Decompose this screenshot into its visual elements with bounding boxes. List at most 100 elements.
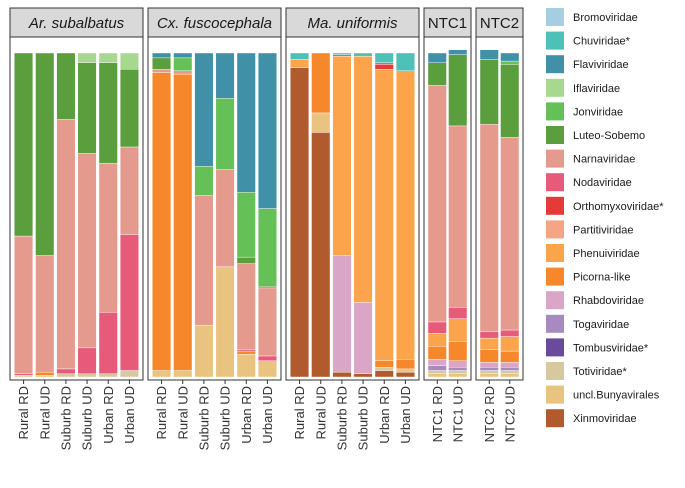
x-tick-label: NTC2 RD: [482, 386, 497, 442]
bar-rural-rd: [152, 52, 172, 378]
legend-label: Iflaviridae: [573, 83, 620, 95]
x-tick-label: Rural RD: [292, 386, 307, 439]
legend-swatch: [546, 55, 564, 74]
bar-segment-picorna-like: [152, 72, 172, 371]
bar-urban-ud: [395, 52, 415, 378]
legend-label: Tombusviridae*: [573, 342, 649, 354]
bar-segment-totiviridae: [77, 373, 97, 378]
bar-segment-iflaviridae: [119, 52, 139, 70]
bar-segment-luteo-sobemo: [35, 52, 55, 256]
panel-ar-subalbatus: Ar. subalbatus Rural RD Rural UD Suburb RD S…: [9, 7, 144, 450]
bar-segment-nodaviridae: [14, 373, 34, 376]
legend-label: Picorna-like: [573, 272, 630, 284]
bar-urban-rd: [236, 52, 256, 378]
x-tick-label: Suburb UD: [218, 386, 233, 450]
legend-label: Jonviridae: [573, 106, 623, 118]
panels-layer: Ar. subalbatus Rural RD Rural UD Suburb RD S…: [9, 7, 524, 450]
bar-segment-uncl-bunyavirales: [194, 324, 214, 378]
bar-segment-totiviridae: [56, 373, 76, 378]
bar-segment-picorna-like: [395, 358, 415, 370]
bar-ntc2-ud: [500, 52, 520, 378]
legend-swatch: [546, 362, 564, 380]
bar-segment-xinmoviridae: [395, 371, 415, 378]
bar-segment-narnaviridae: [77, 153, 97, 349]
bar-segment-togaviridae: [479, 367, 499, 371]
legend-item-uncl-bunyavirales: uncl.Bunyavirales: [546, 385, 660, 404]
x-tick-label: NTC1 UD: [450, 386, 465, 442]
legend-swatch: [546, 220, 564, 239]
bar-segment-picorna-like: [311, 52, 331, 114]
bar-segment-uncl-bunyavirales: [311, 112, 331, 133]
bar-segment-luteo-sobemo: [77, 62, 97, 154]
panel-title: NTC1: [428, 15, 467, 32]
x-tick-label: Rural RD: [154, 386, 169, 439]
bar-segment-rhabdoviridae: [353, 302, 373, 374]
x-tick-label: Urban UD: [122, 386, 137, 444]
panel-title: Ma. uniformis: [307, 15, 398, 32]
x-tick-label: Suburb UD: [80, 386, 95, 450]
bar-segment-luteo-sobemo: [152, 57, 172, 70]
bar-rural-rd: [290, 52, 310, 378]
legend-marker: *: [644, 342, 649, 354]
bar-segment-jonviridae: [194, 166, 214, 196]
legend-swatch: [546, 267, 564, 286]
bar-segment-nodaviridae: [427, 321, 447, 334]
bar-segment-picorna-like: [374, 360, 394, 368]
x-tick-label: Urban RD: [101, 386, 116, 444]
legend-label: Xinmoviridae: [573, 413, 637, 425]
panel-ntc2: NTC2 NTC2 RD NTC2 UD: [475, 7, 524, 442]
bar-segment-phenuiviridae: [332, 56, 352, 256]
bar-segment-uncl-bunyavirales: [479, 373, 499, 378]
bar-segment-totiviridae: [14, 375, 34, 378]
legend-item-phenuiviridae: Phenuiviridae: [546, 244, 640, 262]
bar-segment-narnaviridae: [119, 146, 139, 235]
legend-label: Partitiviridae: [573, 224, 634, 236]
legend-swatch: [546, 173, 564, 192]
bar-segment-luteo-sobemo: [479, 59, 499, 125]
legend-swatch: [546, 291, 564, 310]
x-tick-label: NTC2 UD: [502, 386, 517, 442]
bar-segment-nodaviridae: [98, 312, 118, 374]
bar-segment-uncl-bunyavirales: [215, 266, 235, 378]
x-tick-label: NTC1 RD: [430, 386, 445, 442]
bar-segment-totiviridae: [374, 367, 394, 371]
bar-segment-jonviridae: [236, 192, 256, 258]
bar-segment-flaviviridae: [448, 49, 468, 55]
bar-segment-narnaviridae: [152, 68, 172, 73]
legend-item-xinmoviridae: Xinmoviridae: [546, 409, 637, 428]
legend-label: Phenuiviridae: [573, 248, 640, 260]
bar-segment-nodaviridae: [119, 234, 139, 371]
legend-swatch: [546, 126, 564, 144]
legend-item-tombusviridae: Tombusviridae*: [546, 338, 649, 357]
bar-suburb-rd: [332, 52, 352, 378]
bar-segment-jonviridae: [257, 208, 277, 287]
bar-segment-phenuiviridae: [290, 59, 310, 68]
bar-segment-phenuiviridae: [500, 336, 520, 352]
bar-segment-nodaviridae: [374, 62, 394, 65]
bar-segment-nodaviridae: [257, 355, 277, 362]
bar-suburb-ud: [215, 52, 235, 378]
legend-label: Chuviridae*: [573, 36, 631, 48]
bar-segment-luteo-sobemo: [14, 52, 34, 237]
bar-segment-luteo-sobemo: [500, 64, 520, 138]
bar-segment-narnaviridae: [56, 119, 76, 370]
bar-segment-jonviridae: [215, 98, 235, 170]
x-tick-label: Urban RD: [377, 386, 392, 444]
bar-segment-uncl-bunyavirales: [395, 368, 415, 373]
bar-segment-rhabdoviridae: [479, 362, 499, 368]
legend-label: Nodaviridae: [573, 177, 632, 189]
bar-suburb-ud: [353, 52, 373, 378]
legend-label: Togaviridae: [573, 319, 629, 331]
legend-swatch: [546, 314, 564, 333]
bar-segment-narnaviridae: [35, 255, 55, 373]
bar-segment-xinmoviridae: [353, 373, 373, 378]
legend-item-iflaviridae: Iflaviridae: [546, 78, 620, 97]
legend-swatch: [546, 149, 564, 168]
legend-item-totiviridae: Totiviridae*: [546, 362, 628, 380]
panel-strip: [9, 7, 144, 38]
bar-segment-narnaviridae: [98, 162, 118, 313]
bar-segment-totiviridae: [427, 370, 447, 374]
panel-ma-uniformis: Ma. uniformis Rural RD Rural UD Suburb RD Su…: [285, 7, 420, 450]
legend-item-luteo-sobemo: Luteo-Sobemo: [546, 126, 645, 144]
bar-segment-uncl-bunyavirales: [257, 360, 277, 378]
